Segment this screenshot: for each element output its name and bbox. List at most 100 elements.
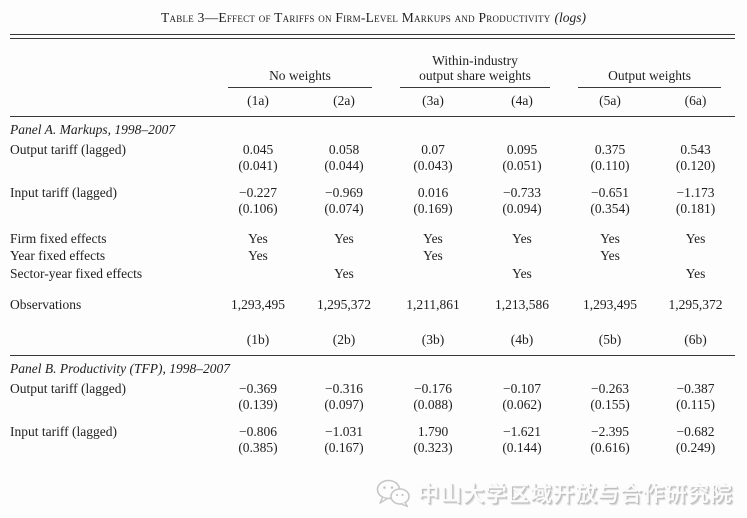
se-cell: (0.097) (324, 397, 364, 412)
col-header: (6b) (656, 330, 736, 356)
estimate-cell: −0.969 (325, 184, 363, 200)
fe-cell: Yes (334, 230, 354, 246)
se-cell: (0.181) (675, 200, 716, 216)
fe-cell: Yes (334, 265, 354, 281)
estimate-cell: −0.369 (239, 381, 277, 396)
obs-cell: 1,213,586 (495, 297, 549, 312)
se-cell: (0.106) (238, 200, 278, 216)
fe-cell (564, 265, 656, 283)
se-cell: (0.094) (502, 200, 542, 216)
table-cell (10, 87, 214, 117)
fe-cell: Yes (423, 248, 443, 263)
fe-cell: Yes (512, 230, 532, 246)
se-cell: (0.144) (502, 440, 542, 455)
table-row-standard-errors: (0.106) (0.074) (0.169) (0.094) (0.354) … (10, 201, 735, 217)
estimate-cell: 0.375 (594, 141, 626, 157)
table-row-standard-errors: (0.041) (0.044) (0.043) (0.051) (0.110) … (10, 158, 735, 174)
estimate-cell: 0.095 (506, 141, 538, 157)
fe-cell (386, 265, 480, 283)
estimate-cell: −0.263 (591, 381, 630, 396)
col-group-output-weights: Output weights (564, 39, 735, 88)
col-header: (4a) (480, 87, 565, 117)
col-header: (5a) (564, 87, 657, 117)
fe-cell: Yes (685, 265, 706, 281)
group-header-label: Output weights (608, 68, 691, 83)
col-header: (5b) (564, 330, 657, 356)
col-header: (1b) (214, 330, 302, 356)
table-cell (10, 440, 214, 456)
se-cell: (0.616) (590, 440, 630, 455)
obs-cell: 1,293,495 (583, 297, 638, 312)
se-cell: (0.051) (502, 157, 542, 173)
table-cell (10, 158, 214, 174)
table-row-column-numbers-b: (1b) (2b) (3b) (4b) (5b) (6b) (10, 330, 736, 356)
fe-cell: Yes (248, 248, 268, 263)
col-header: (4b) (480, 330, 565, 356)
table-row-panel-b-heading: Panel B. Productivity (TFP), 1998–2007 (10, 356, 735, 380)
estimate-cell: −2.395 (591, 424, 630, 439)
fe-cell (302, 247, 386, 265)
row-label: Observations (10, 297, 82, 312)
estimate-cell: 0.07 (421, 141, 445, 157)
se-cell: (0.167) (324, 440, 364, 455)
table-cell (10, 201, 214, 217)
table-row-panel-a-heading: Panel A. Markups, 1998–2007 (10, 116, 735, 140)
estimate-cell: 0.058 (328, 141, 360, 157)
estimate-cell: −0.733 (503, 184, 541, 200)
obs-cell: 1,295,372 (317, 297, 371, 312)
col-header: (6a) (656, 87, 736, 117)
se-cell: (0.074) (324, 200, 364, 216)
table-row-observations: Observations 1,293,495 1,295,372 1,211,8… (10, 297, 735, 313)
se-cell: (0.110) (590, 157, 630, 173)
regression-table: No weights Within-industry output share … (10, 39, 736, 457)
top-double-rule (10, 34, 735, 39)
spacer-row (10, 217, 735, 230)
estimate-cell: 0.543 (680, 141, 711, 157)
estimate-cell: −0.227 (239, 184, 277, 200)
fe-cell (480, 247, 564, 265)
se-cell: (0.139) (238, 397, 278, 412)
col-header: (1a) (214, 87, 302, 117)
obs-cell: 1,295,372 (668, 297, 723, 312)
fe-cell (656, 247, 735, 265)
table-title-main: Table 3—Effect of Tariffs on Firm-Level … (160, 10, 551, 25)
obs-cell: 1,293,495 (231, 297, 285, 312)
se-cell: (0.354) (590, 200, 630, 216)
table-cell (10, 397, 214, 413)
se-cell: (0.041) (238, 157, 278, 173)
row-label: Input tariff (lagged) (10, 184, 117, 200)
col-header: (3b) (386, 330, 480, 356)
group-underline (228, 86, 372, 88)
estimate-cell: 0.016 (417, 184, 449, 200)
estimate-cell: 0.045 (242, 141, 274, 157)
fe-cell: Yes (248, 230, 268, 246)
row-label: Year fixed effects (10, 248, 106, 263)
spacer-row (10, 174, 735, 183)
table-row-estimates: Input tariff (lagged) −0.806 −1.031 1.79… (10, 422, 735, 440)
fe-cell: Yes (685, 230, 706, 246)
estimate-cell: −1.173 (676, 184, 715, 200)
obs-cell: 1,211,861 (406, 297, 460, 312)
se-cell: (0.044) (324, 157, 364, 173)
row-label: Sector-year fixed effects (10, 265, 143, 281)
estimate-cell: −0.316 (325, 381, 363, 396)
se-cell: (0.043) (413, 157, 453, 173)
estimate-cell: −0.806 (239, 424, 277, 439)
se-cell: (0.062) (502, 397, 542, 412)
fe-cell: Yes (512, 265, 532, 281)
group-header-label: output share weights (419, 68, 531, 83)
estimate-cell: −0.387 (676, 381, 715, 396)
table-row-estimates: Output tariff (lagged) 0.045 0.058 0.07 … (10, 140, 735, 158)
group-underline (578, 86, 722, 88)
se-cell: (0.120) (675, 157, 716, 173)
se-cell: (0.088) (413, 397, 453, 412)
group-header-label: Within-industry (432, 52, 518, 68)
se-cell: (0.323) (413, 440, 453, 455)
spacer-row (10, 282, 735, 297)
estimate-cell: −1.031 (325, 424, 363, 439)
se-cell: (0.169) (413, 200, 453, 216)
table-row-fixed-effects: Firm fixed effects Yes Yes Yes Yes Yes Y… (10, 230, 735, 248)
se-cell: (0.249) (675, 440, 716, 455)
table-row-standard-errors: (0.139) (0.097) (0.088) (0.062) (0.155) … (10, 397, 735, 413)
